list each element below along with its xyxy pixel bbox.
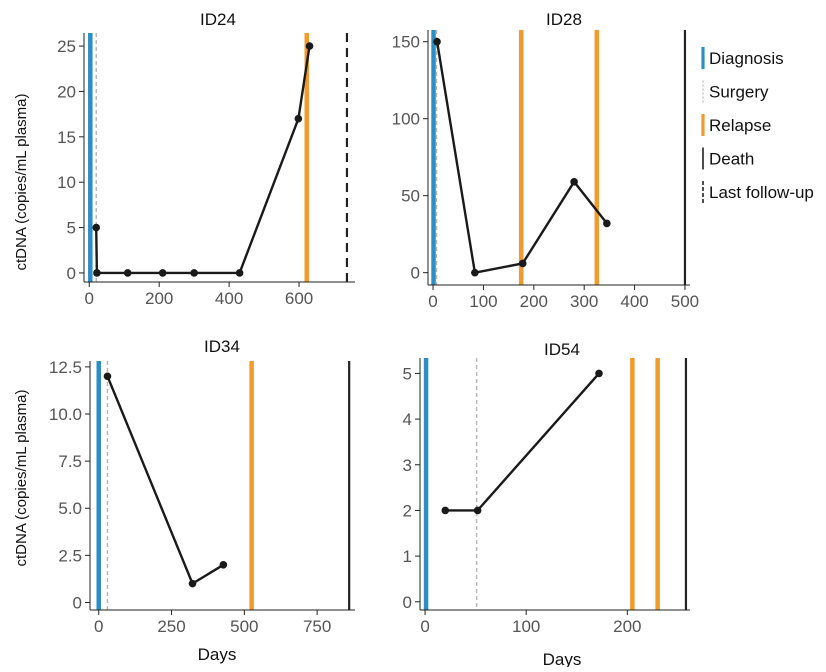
y-tick-label: 5.0 [58,499,82,518]
data-point [219,560,228,569]
data-point [433,37,441,46]
panel-title: ID54 [544,340,580,359]
y-tick-label: 10.0 [49,405,82,424]
data-point [294,114,303,123]
x-tick-label: 500 [671,292,699,311]
panel-id54: ID54 0 1 2 3 4 5 0 100 200 [403,340,690,636]
x-tick-label: 250 [157,617,185,636]
panel-title: ID24 [200,10,236,29]
data-point [471,268,479,277]
data-point [518,259,527,268]
y-tick-label: 5 [67,219,76,238]
y-axis-title-bottom: ctDNA (copies/mL plasma) [13,389,30,566]
data-point [305,42,314,50]
x-tick-label: 0 [420,617,429,636]
y-axis-title-top: ctDNA (copies/mL plasma) [13,93,30,270]
legend-label: Death [709,150,754,169]
data-point [595,369,603,378]
panel-id34: ID34 0 2.5 5.0 7.5 10.0 12.5 0 250 500 750 [49,337,355,636]
y-tick-label: 12.5 [49,358,82,377]
x-tick-label: 100 [512,617,540,636]
y-tick-label: 7.5 [58,452,82,471]
y-tick-label: 20 [57,82,76,101]
x-tick-label: 0 [94,617,103,636]
data-point [188,579,197,588]
y-tick-label: 50 [401,187,420,206]
series-line [95,45,311,275]
y-tick-label: 150 [392,33,420,52]
data-point [441,506,450,515]
panel-id28: ID28 0 50 100 150 0 100 200 300 400 500 [392,10,700,311]
y-tick-label: 0 [411,264,420,283]
y-tick-label: 25 [57,37,76,56]
panel-title: ID28 [546,10,582,29]
data-point [123,269,132,277]
x-tick-label: 100 [469,292,497,311]
x-axis-title-right: Days [543,650,582,667]
x-axis-title-left: Days [198,645,237,664]
data-point [570,178,578,186]
y-tick-label: 2.5 [58,546,82,565]
y-tick-label: 0 [403,593,412,612]
legend: Diagnosis Surgery Relapse Death Last follow-… [701,47,814,203]
panel-title: ID34 [204,337,240,356]
x-tick-label: 300 [570,292,598,311]
data-point [235,269,244,277]
series-line [445,372,600,512]
x-tick-label: 0 [428,292,437,311]
series-line [106,375,225,585]
x-tick-label: 600 [285,289,313,308]
data-point [93,269,101,277]
legend-label: Relapse [709,116,771,135]
panel-id24: ID24 0 5 10 15 20 25 0 200 400 600 [57,10,355,308]
data-point [603,219,611,228]
x-tick-label: 0 [85,289,94,308]
y-tick-label: 100 [392,110,420,129]
x-tick-label: 200 [520,292,548,311]
x-tick-label: 200 [145,289,173,308]
y-tick-label: 4 [403,410,412,429]
legend-label: Last follow-up [709,183,814,202]
data-point [158,269,167,277]
data-point [473,506,482,515]
y-tick-label: 3 [403,456,412,475]
y-tick-label: 0 [73,593,82,612]
data-point [103,372,112,381]
y-tick-label: 2 [403,501,412,520]
legend-label: Diagnosis [709,49,784,68]
y-tick-label: 0 [67,264,76,283]
x-tick-label: 400 [620,292,648,311]
y-tick-label: 15 [57,128,76,147]
legend-label: Surgery [709,83,769,102]
y-tick-label: 1 [403,547,412,566]
y-tick-label: 10 [57,173,76,192]
y-tick-label: 5 [403,364,412,383]
data-point [92,223,101,232]
data-point [190,269,198,277]
x-tick-label: 750 [303,617,331,636]
x-tick-label: 200 [613,617,641,636]
x-tick-label: 400 [215,289,243,308]
x-tick-label: 500 [230,617,258,636]
